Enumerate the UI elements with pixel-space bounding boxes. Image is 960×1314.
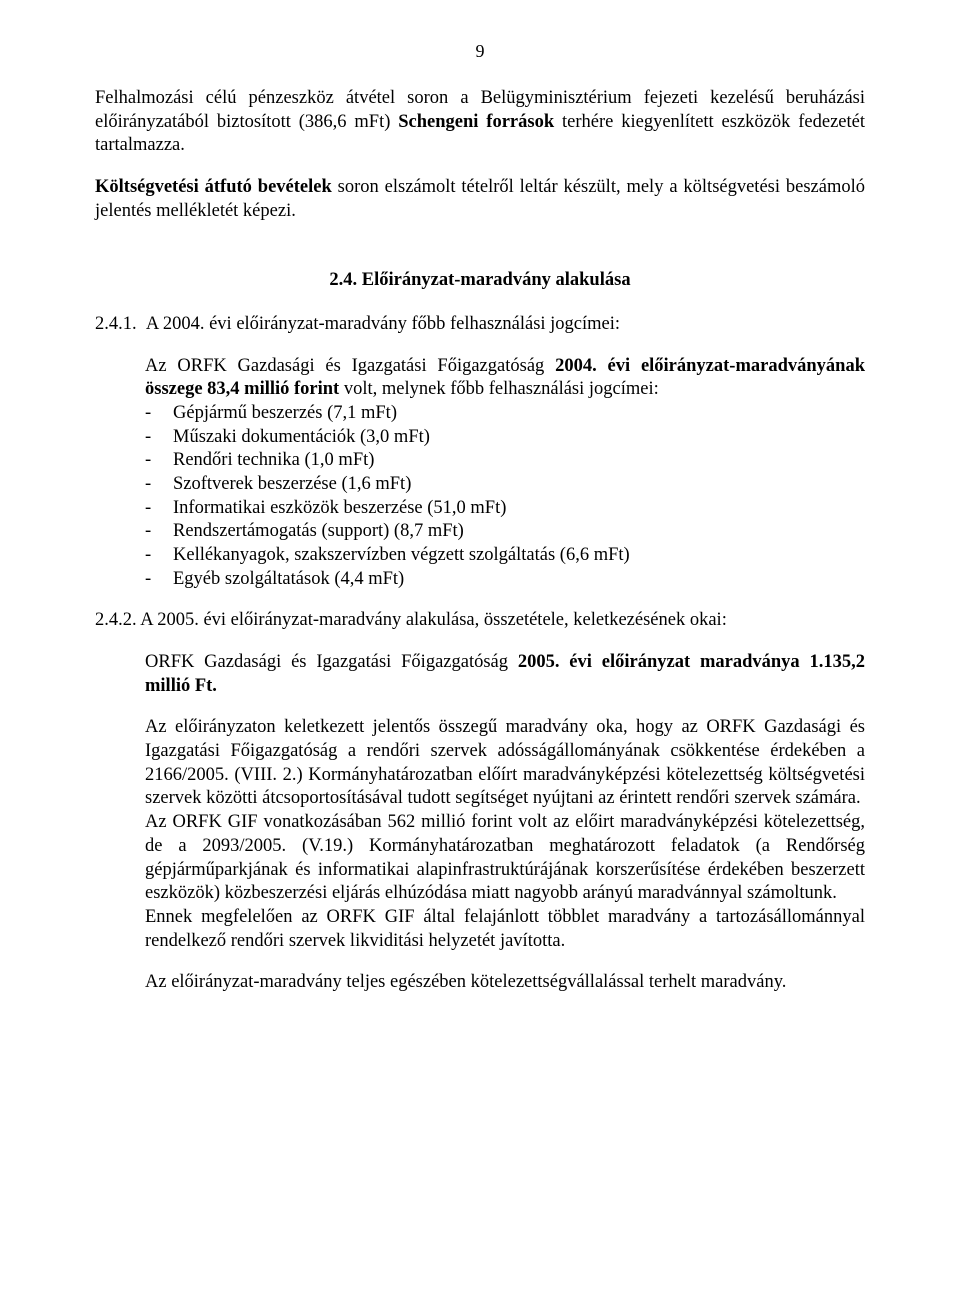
paragraph-7a: Az előirányzaton keletkezett jelentős ös… bbox=[95, 716, 865, 811]
paragraph-6: ORFK Gazdasági és Igazgatási Főigazgatós… bbox=[95, 651, 865, 698]
list-item: Rendőri technika (1,0 mFt) bbox=[95, 449, 865, 473]
paragraph-7c: Ennek megfelelően az ORFK GIF által fela… bbox=[95, 906, 865, 953]
list-item: Informatikai eszközök beszerzése (51,0 m… bbox=[95, 497, 865, 521]
page-number: 9 bbox=[95, 40, 865, 63]
list-item: Szoftverek beszerzése (1,6 mFt) bbox=[95, 473, 865, 497]
document-page: 9 Felhalmozási célú pénzeszköz átvétel s… bbox=[0, 0, 960, 1073]
p1-bold: Schengeni források bbox=[398, 112, 554, 132]
list-item: Műszaki dokumentációk (3,0 mFt) bbox=[95, 426, 865, 450]
spacer bbox=[95, 241, 865, 259]
p6-text: ORFK Gazdasági és Igazgatási Főigazgatós… bbox=[145, 652, 518, 672]
paragraph-3: 2.4.1. A 2004. évi előirányzat-maradvány… bbox=[95, 313, 865, 337]
paragraph-7b: Az ORFK GIF vonatkozásában 562 millió fo… bbox=[95, 811, 865, 906]
paragraph-4: Az ORFK Gazdasági és Igazgatási Főigazga… bbox=[95, 355, 865, 402]
list-item: Kellékanyagok, szakszervízben végzett sz… bbox=[95, 544, 865, 568]
paragraph-8: Az előirányzat-maradvány teljes egészébe… bbox=[95, 971, 865, 995]
paragraph-1: Felhalmozási célú pénzeszköz átvétel sor… bbox=[95, 87, 865, 158]
p2-bold: Költségvetési átfutó bevételek bbox=[95, 177, 332, 197]
paragraph-5: 2.4.2. A 2005. évi előirányzat-maradvány… bbox=[95, 609, 865, 633]
paragraph-2: Költségvetési átfutó bevételek soron els… bbox=[95, 176, 865, 223]
list-item: Rendszertámogatás (support) (8,7 mFt) bbox=[95, 520, 865, 544]
p4-text-2: volt, melynek főbb felhasználási jogcíme… bbox=[339, 379, 659, 399]
section-heading: 2.4. Előirányzat-maradvány alakulása bbox=[95, 269, 865, 293]
p4-text-1: Az ORFK Gazdasági és Igazgatási Főigazga… bbox=[145, 356, 555, 376]
list-item: Gépjármű beszerzés (7,1 mFt) bbox=[95, 402, 865, 426]
bullet-list: Gépjármű beszerzés (7,1 mFt) Műszaki dok… bbox=[95, 402, 865, 591]
list-item: Egyéb szolgáltatások (4,4 mFt) bbox=[95, 568, 865, 592]
